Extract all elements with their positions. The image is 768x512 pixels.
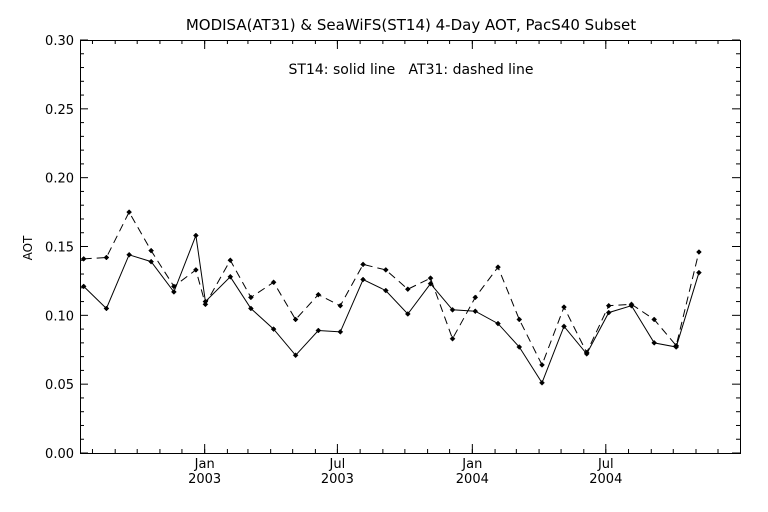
data-point: [539, 379, 545, 386]
series-at31: [80, 209, 702, 368]
x-tick-label-month: Jul: [329, 457, 346, 472]
data-point: [382, 267, 389, 273]
data-point: [495, 320, 501, 327]
data-point: [605, 302, 612, 309]
data-point: [126, 209, 132, 215]
data-point: [404, 286, 411, 293]
data-point: [193, 267, 199, 273]
series-st14: [80, 232, 702, 386]
data-point: [583, 349, 590, 356]
y-axis: 0.00 0.05 0.10 0.15 0.20 0.25 0.30: [45, 34, 740, 462]
y-tick-label: 0.00: [45, 447, 74, 462]
data-point: [337, 328, 344, 335]
data-point: [202, 301, 209, 308]
data-point: [696, 249, 702, 255]
x-tick-label-year: 2003: [188, 472, 221, 487]
data-point: [171, 289, 177, 295]
x-tick-label-year: 2003: [321, 472, 354, 487]
data-point: [673, 342, 680, 349]
x-tick-label-year: 2004: [456, 472, 489, 487]
series-layer: [80, 209, 702, 386]
data-point: [382, 287, 389, 294]
x-tick-label-month: Jan: [194, 457, 215, 472]
series-line-at31: [83, 211, 700, 367]
data-point: [449, 335, 456, 342]
data-point: [80, 283, 87, 290]
data-point: [315, 327, 322, 334]
data-point: [651, 316, 658, 323]
data-point: [539, 362, 545, 368]
legend-annotation: ST14: solid line AT31: dashed line: [289, 62, 534, 78]
data-point: [193, 232, 199, 239]
data-point: [628, 301, 635, 308]
x-tick-label-month: Jan: [461, 457, 482, 472]
data-point: [561, 323, 567, 330]
data-point: [248, 294, 254, 301]
data-point: [270, 326, 277, 332]
data-point: [171, 283, 177, 290]
data-point: [516, 344, 523, 350]
data-point: [472, 294, 479, 301]
plot-frame: [80, 40, 741, 454]
x-tick-label-month: Jul: [597, 457, 614, 472]
y-tick-label: 0.20: [45, 172, 74, 187]
data-point: [561, 304, 567, 310]
data-point: [427, 275, 434, 282]
data-point: [227, 257, 234, 264]
y-tick-label: 0.25: [45, 103, 74, 118]
data-point: [360, 261, 366, 268]
data-point: [449, 306, 456, 313]
data-point: [315, 291, 322, 298]
data-point: [148, 258, 154, 265]
chart-title: MODISA(AT31) & SeaWiFS(ST14) 4-Day AOT, …: [186, 16, 636, 34]
data-point: [292, 316, 299, 323]
data-point: [103, 254, 110, 261]
y-tick-label: 0.05: [45, 378, 74, 393]
data-point: [495, 264, 501, 271]
y-tick-label: 0.10: [45, 309, 74, 324]
data-point: [337, 302, 344, 309]
data-point: [404, 311, 411, 317]
y-axis-label: AOT: [21, 235, 35, 260]
data-point: [270, 279, 277, 286]
series-line-st14: [83, 233, 700, 384]
data-point: [126, 251, 132, 258]
data-point: [516, 316, 523, 323]
data-point: [360, 276, 366, 283]
data-point: [248, 305, 254, 312]
data-point: [696, 269, 702, 276]
data-point: [472, 308, 479, 315]
x-tick-label-year: 2004: [589, 472, 622, 487]
y-tick-label: 0.15: [45, 241, 74, 256]
data-point: [227, 273, 234, 280]
data-point: [103, 305, 110, 312]
data-point: [605, 309, 612, 316]
data-point: [80, 256, 87, 262]
data-point: [292, 352, 299, 359]
data-point: [651, 340, 658, 346]
data-point: [148, 247, 154, 254]
y-tick-label: 0.30: [45, 34, 74, 49]
